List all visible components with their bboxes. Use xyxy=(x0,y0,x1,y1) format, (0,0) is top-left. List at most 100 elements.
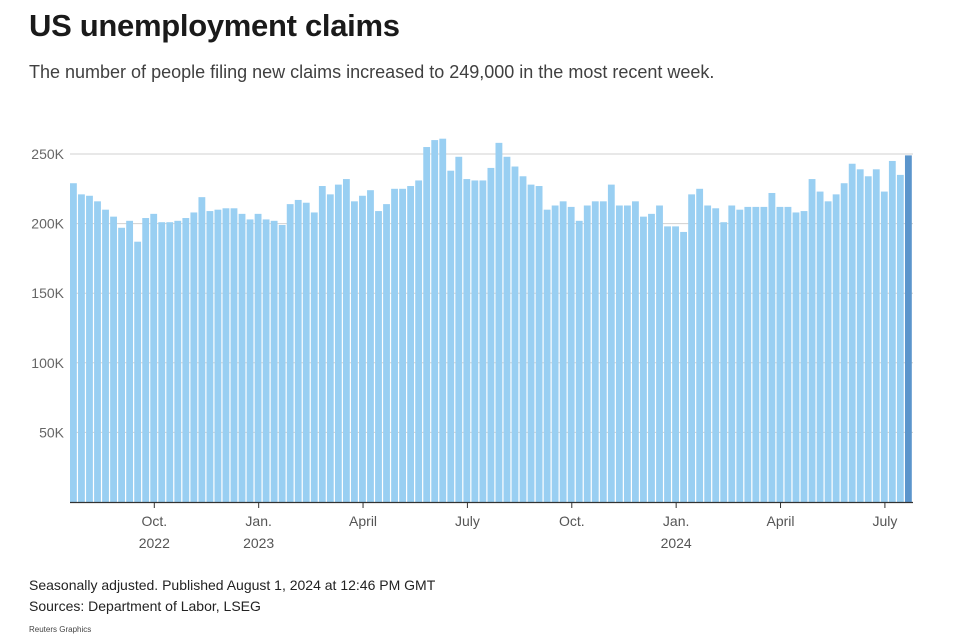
bar xyxy=(166,222,174,502)
y-tick-label: 100K xyxy=(31,355,64,371)
x-tick-label: Oct. xyxy=(141,513,167,529)
bar xyxy=(423,147,431,503)
bar xyxy=(495,142,503,503)
bar xyxy=(487,167,495,503)
bar xyxy=(190,212,198,502)
bar xyxy=(302,202,310,502)
bar xyxy=(415,180,423,502)
bar xyxy=(294,199,302,502)
bar xyxy=(150,213,158,503)
bar xyxy=(182,218,190,502)
bar xyxy=(591,201,599,502)
bar xyxy=(503,156,511,502)
bar xyxy=(559,201,567,502)
bar xyxy=(246,219,254,503)
bar xyxy=(776,206,784,502)
bar xyxy=(888,160,896,502)
bar xyxy=(696,188,704,503)
x-axis: Oct. 2022 Jan. 2023 April July Oct. Jan. 2024 Apr… xyxy=(70,501,913,551)
x-tick-label: Oct. xyxy=(559,513,585,529)
bar xyxy=(198,197,206,502)
bar xyxy=(463,179,471,502)
bar xyxy=(816,191,824,502)
bar xyxy=(342,179,350,502)
bar xyxy=(230,208,238,503)
bar xyxy=(680,231,687,502)
bar xyxy=(455,156,463,502)
bar xyxy=(712,208,720,503)
x-tick-label: April xyxy=(349,513,377,529)
bar xyxy=(399,188,406,503)
bar xyxy=(856,169,864,502)
bar xyxy=(672,226,679,502)
bar xyxy=(640,216,647,502)
y-tick-label: 250K xyxy=(31,146,64,162)
bar xyxy=(222,208,230,503)
bar xyxy=(607,184,615,502)
bar xyxy=(575,220,583,502)
bar xyxy=(102,209,109,502)
bar xyxy=(86,195,93,502)
bar xyxy=(511,166,519,502)
bar xyxy=(214,209,222,502)
x-tick-label: Jan. xyxy=(245,513,271,529)
bar xyxy=(832,194,840,502)
bar xyxy=(623,205,631,502)
bar xyxy=(367,190,374,502)
bar xyxy=(262,219,270,503)
bar xyxy=(744,206,752,502)
bar xyxy=(142,218,150,502)
bar xyxy=(656,205,663,502)
bar xyxy=(383,204,390,503)
x-tick-year-label: 2022 xyxy=(139,535,170,551)
bar xyxy=(760,206,768,502)
bar xyxy=(118,227,125,502)
bar xyxy=(110,216,117,502)
footnote-sources: Sources: Department of Labor, LSEG xyxy=(29,598,261,614)
bar xyxy=(278,224,286,503)
bar xyxy=(206,211,214,502)
bar xyxy=(792,212,800,502)
bar xyxy=(720,222,728,502)
bar xyxy=(840,183,848,503)
chart-title: US unemployment claims xyxy=(29,8,400,43)
bar xyxy=(752,206,760,502)
bar xyxy=(896,174,904,502)
bar xyxy=(254,213,262,503)
x-tick-label: July xyxy=(872,513,897,529)
bar xyxy=(736,209,744,502)
x-tick-label: Jan. xyxy=(663,513,689,529)
bar xyxy=(648,213,655,503)
chart-subtitle: The number of people filing new claims i… xyxy=(29,62,715,82)
bar xyxy=(94,201,101,502)
bar xyxy=(688,194,696,502)
bar xyxy=(848,163,856,503)
bar xyxy=(126,220,134,502)
x-tick-year-label: 2023 xyxy=(243,535,274,551)
footnote-seasonal: Seasonally adjusted. Published August 1,… xyxy=(29,577,436,593)
bar xyxy=(174,220,182,502)
y-tick-label: 200K xyxy=(31,216,64,232)
bar xyxy=(431,140,439,502)
bar xyxy=(864,176,872,502)
bar xyxy=(78,194,85,502)
bar xyxy=(728,205,736,502)
bar xyxy=(880,191,888,502)
bar xyxy=(334,184,342,502)
bar xyxy=(158,222,166,502)
bar xyxy=(824,201,832,502)
bar xyxy=(599,201,607,502)
y-axis: 50K 100K 150K 200K 250K xyxy=(31,146,64,440)
bar xyxy=(543,209,551,502)
bar xyxy=(535,186,543,502)
bar xyxy=(238,213,246,503)
bar xyxy=(527,184,535,502)
bar xyxy=(615,205,623,502)
bar xyxy=(800,211,808,502)
bar xyxy=(351,201,358,502)
x-tick-year-label: 2024 xyxy=(661,535,692,551)
bar xyxy=(439,138,447,502)
y-tick-label: 150K xyxy=(31,285,64,301)
bar xyxy=(872,169,880,502)
bar xyxy=(704,205,712,502)
